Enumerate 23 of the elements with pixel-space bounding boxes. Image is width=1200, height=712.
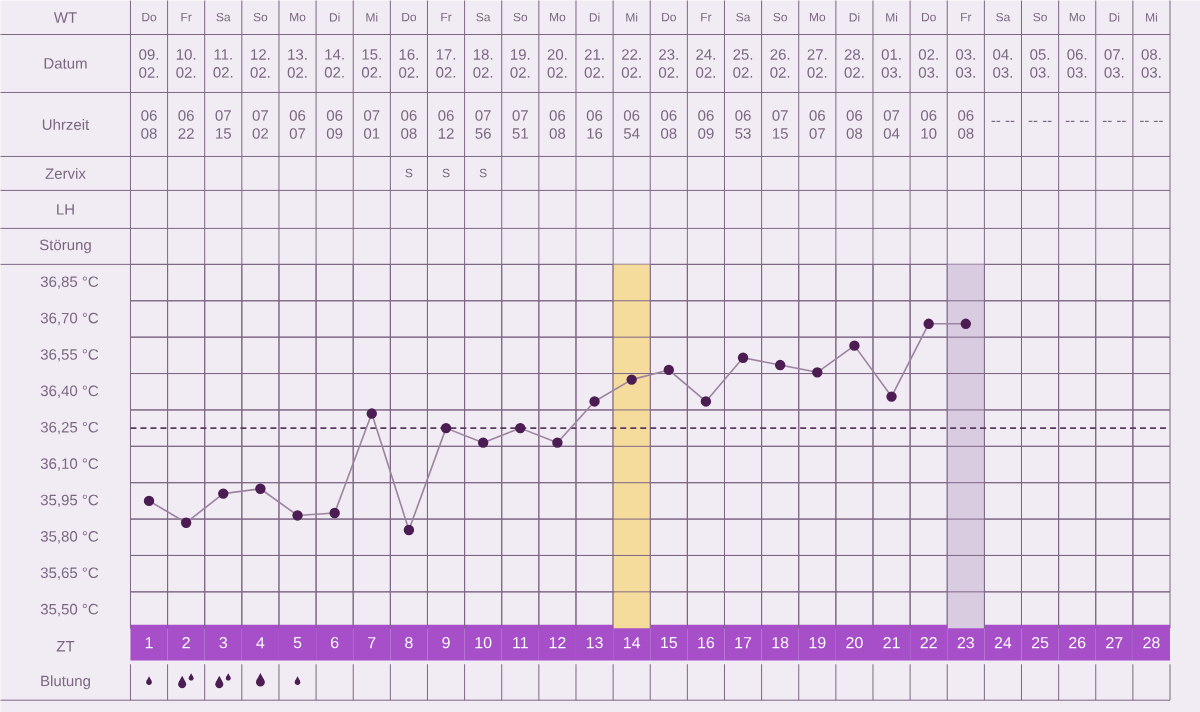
point bbox=[515, 422, 526, 434]
point bbox=[700, 396, 712, 407]
point bbox=[923, 318, 934, 329]
point bbox=[849, 340, 860, 351]
point bbox=[180, 517, 192, 528]
point bbox=[440, 422, 452, 434]
point bbox=[292, 510, 303, 521]
point bbox=[255, 483, 266, 494]
point bbox=[812, 367, 823, 378]
point bbox=[143, 495, 155, 506]
point bbox=[477, 437, 489, 448]
point bbox=[589, 396, 600, 407]
point bbox=[663, 364, 674, 376]
point bbox=[737, 352, 749, 363]
point bbox=[774, 359, 786, 371]
point bbox=[552, 437, 563, 448]
point bbox=[329, 507, 340, 519]
point bbox=[218, 488, 229, 499]
point bbox=[626, 374, 637, 385]
point bbox=[960, 318, 971, 329]
point bbox=[403, 524, 415, 536]
point bbox=[366, 408, 377, 419]
point bbox=[886, 391, 897, 402]
